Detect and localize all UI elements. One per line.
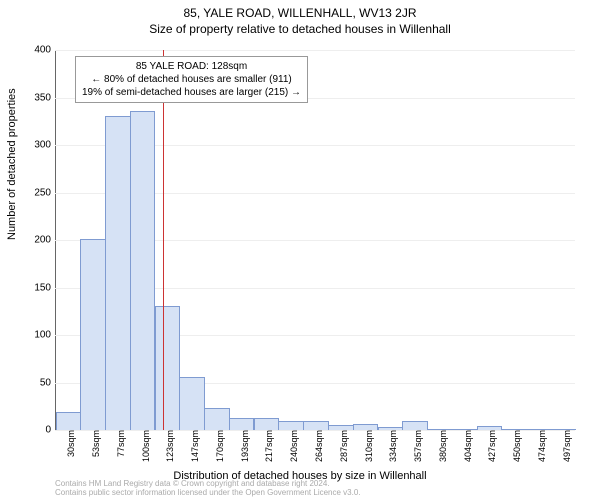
- footer-line-2: Contains public sector information licen…: [55, 488, 361, 498]
- annotation-box: 85 YALE ROAD: 128sqm ← 80% of detached h…: [75, 56, 308, 103]
- y-tick-label: 150: [34, 282, 55, 293]
- x-tick-label: 147sqm: [188, 430, 200, 462]
- histogram-bar: [254, 418, 280, 430]
- chart-container: 85, YALE ROAD, WILLENHALL, WV13 2JR Size…: [0, 0, 600, 500]
- footer-attribution: Contains HM Land Registry data © Crown c…: [55, 479, 361, 498]
- grid-line: [55, 50, 575, 51]
- x-tick-label: 217sqm: [262, 430, 274, 462]
- footer-line-1: Contains HM Land Registry data © Crown c…: [55, 479, 361, 489]
- x-tick-label: 380sqm: [436, 430, 448, 462]
- y-tick-label: 400: [34, 45, 55, 56]
- x-tick-label: 100sqm: [139, 430, 151, 462]
- histogram-bar: [278, 421, 304, 430]
- x-tick-label: 287sqm: [337, 430, 349, 462]
- x-tick-label: 310sqm: [362, 430, 374, 462]
- y-tick-label: 350: [34, 92, 55, 103]
- x-tick-label: 497sqm: [560, 430, 572, 462]
- histogram-bar: [130, 111, 156, 430]
- annotation-line-1: 85 YALE ROAD: 128sqm: [82, 60, 301, 73]
- x-tick-label: 123sqm: [163, 430, 175, 462]
- chart-title: 85, YALE ROAD, WILLENHALL, WV13 2JR: [0, 0, 600, 20]
- x-tick-label: 170sqm: [213, 430, 225, 462]
- histogram-bar: [303, 421, 329, 430]
- histogram-bar: [56, 412, 82, 430]
- y-axis-label: Number of detached properties: [6, 88, 18, 240]
- chart-subtitle: Size of property relative to detached ho…: [0, 20, 600, 36]
- histogram-bar: [402, 421, 428, 430]
- x-tick-label: 30sqm: [64, 430, 76, 457]
- x-tick-label: 193sqm: [238, 430, 250, 462]
- x-tick-label: 357sqm: [411, 430, 423, 462]
- histogram-bar: [105, 116, 131, 431]
- histogram-bar: [229, 418, 255, 430]
- y-tick-label: 0: [45, 425, 55, 436]
- property-marker-line: [163, 50, 164, 430]
- x-tick-label: 77sqm: [114, 430, 126, 457]
- x-tick-label: 427sqm: [485, 430, 497, 462]
- x-tick-label: 474sqm: [535, 430, 547, 462]
- y-tick-label: 50: [40, 377, 55, 388]
- y-tick-label: 100: [34, 330, 55, 341]
- x-tick-label: 450sqm: [510, 430, 522, 462]
- histogram-bar: [80, 239, 106, 430]
- histogram-bar: [155, 306, 181, 431]
- annotation-line-3: 19% of semi-detached houses are larger (…: [82, 86, 301, 99]
- plot-area: 85 YALE ROAD: 128sqm ← 80% of detached h…: [55, 50, 575, 430]
- histogram-bar: [179, 377, 205, 430]
- x-tick-label: 240sqm: [287, 430, 299, 462]
- annotation-line-2: ← 80% of detached houses are smaller (91…: [82, 73, 301, 86]
- y-tick-label: 200: [34, 235, 55, 246]
- x-tick-label: 334sqm: [386, 430, 398, 462]
- y-tick-label: 250: [34, 187, 55, 198]
- x-tick-label: 404sqm: [461, 430, 473, 462]
- x-tick-label: 53sqm: [89, 430, 101, 457]
- y-tick-label: 300: [34, 140, 55, 151]
- x-tick-label: 264sqm: [312, 430, 324, 462]
- histogram-bar: [204, 408, 230, 430]
